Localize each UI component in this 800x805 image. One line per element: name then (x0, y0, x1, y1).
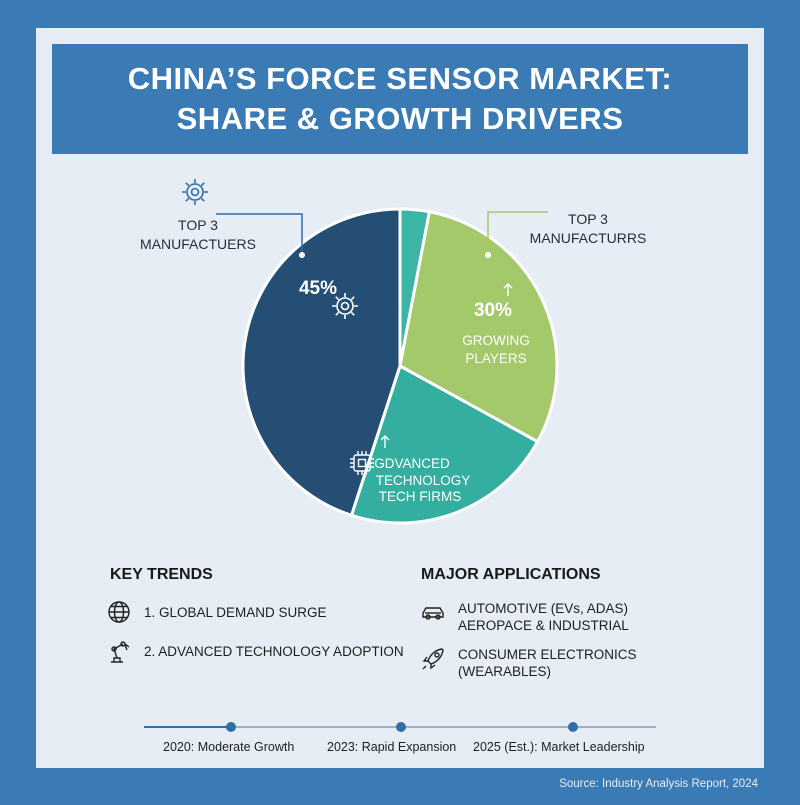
slice-advanced-technology (349, 363, 540, 525)
right-callout-line (487, 211, 548, 255)
slice-top-3-manufacturers (241, 207, 402, 518)
right-callout: TOP 3 MANUFACTURRS (520, 210, 656, 248)
timeline-marker-2020 (226, 722, 236, 732)
title-line-1: CHINA’S FORCE SENSOR MARKET: (127, 61, 673, 96)
timeline-label-2023: 2023: Rapid Expansion (327, 740, 457, 754)
chip-icon (350, 451, 374, 475)
key-trends-heading: KEY TRENDS (110, 566, 213, 583)
car-icon (422, 607, 444, 620)
applications-heading: MAJOR APPLICATIONS (421, 566, 601, 583)
slice-top3-percent: 45% (299, 278, 337, 299)
application-item-2-line-1: CONSUMER ELECTRONICS (458, 647, 637, 662)
slice-growing-players (398, 210, 559, 444)
trend-item-2-text: 2. ADVANCED TECHNOLOGY ADOPTION (144, 644, 404, 659)
trend-item-1-text: 1. GLOBAL DEMAND SURGE (144, 605, 327, 620)
timeline-label-2025: 2025 (Est.): Market Leadership (473, 740, 645, 754)
slice-growing-label-1: GROWING (462, 333, 530, 348)
robot-arm-icon (111, 641, 130, 663)
gear-icon (182, 179, 208, 205)
left-callout-line-2: MANUFACTUERS (140, 236, 256, 252)
trend-item-1: 1. GLOBAL DEMAND SURGE (106, 599, 327, 625)
slice-tech-label-1: GDVANCED (374, 456, 450, 471)
application-item-2: CONSUMER ELECTRONICS (WEARABLES) (420, 646, 637, 680)
globe-icon (108, 601, 130, 623)
left-callout-dot (299, 252, 305, 258)
title-banner: CHINA’S FORCE SENSOR MARKET: SHARE & GRO… (52, 44, 748, 154)
right-callout-line-2: MANUFACTURRS (529, 230, 647, 246)
slice-tech-label-3: TECH FIRMS (379, 489, 462, 504)
slice-gear-icon (332, 293, 358, 319)
application-item-1-text: AUTOMOTIVE (EVs, ADAS) AEROPACE & INDUST… (458, 600, 629, 634)
slice-growing-percent: 30% (474, 300, 512, 321)
right-callout-line-1: TOP 3 (568, 211, 608, 227)
timeline-progress (144, 726, 231, 728)
trend-item-2: 2. ADVANCED TECHNOLOGY ADOPTION (106, 638, 404, 664)
application-item-1-line-1: AUTOMOTIVE (EVs, ADAS) (458, 601, 629, 616)
timeline-label-2020: 2020: Moderate Growth (163, 740, 295, 754)
slice-growing-label-2: PLAYERS (465, 351, 526, 366)
timeline-marker-2023 (396, 722, 406, 732)
growth-arrow-icon (503, 283, 513, 296)
source-note: Source: Industry Analysis Report, 2024 (559, 778, 758, 790)
title-line-2: SHARE & GROWTH DRIVERS (176, 101, 624, 136)
left-callout-line-1: TOP 3 (178, 217, 218, 233)
tech-arrow-icon (380, 435, 390, 448)
left-callout-line (216, 213, 303, 255)
left-callout: TOP 3 MANUFACTUERS (128, 216, 268, 254)
slice-tech-label-2: TECHNOLOGY (376, 473, 471, 488)
right-callout-dot (485, 252, 491, 258)
application-item-2-text: CONSUMER ELECTRONICS (WEARABLES) (458, 646, 637, 680)
application-item-2-line-2: (WEARABLES) (458, 664, 552, 679)
timeline-marker-2025 (568, 722, 578, 732)
application-item-1-line-2: AEROPACE & INDUSTRIAL (458, 618, 629, 633)
application-item-1: AUTOMOTIVE (EVs, ADAS) AEROPACE & INDUST… (420, 600, 629, 634)
rocket-icon (422, 648, 444, 670)
